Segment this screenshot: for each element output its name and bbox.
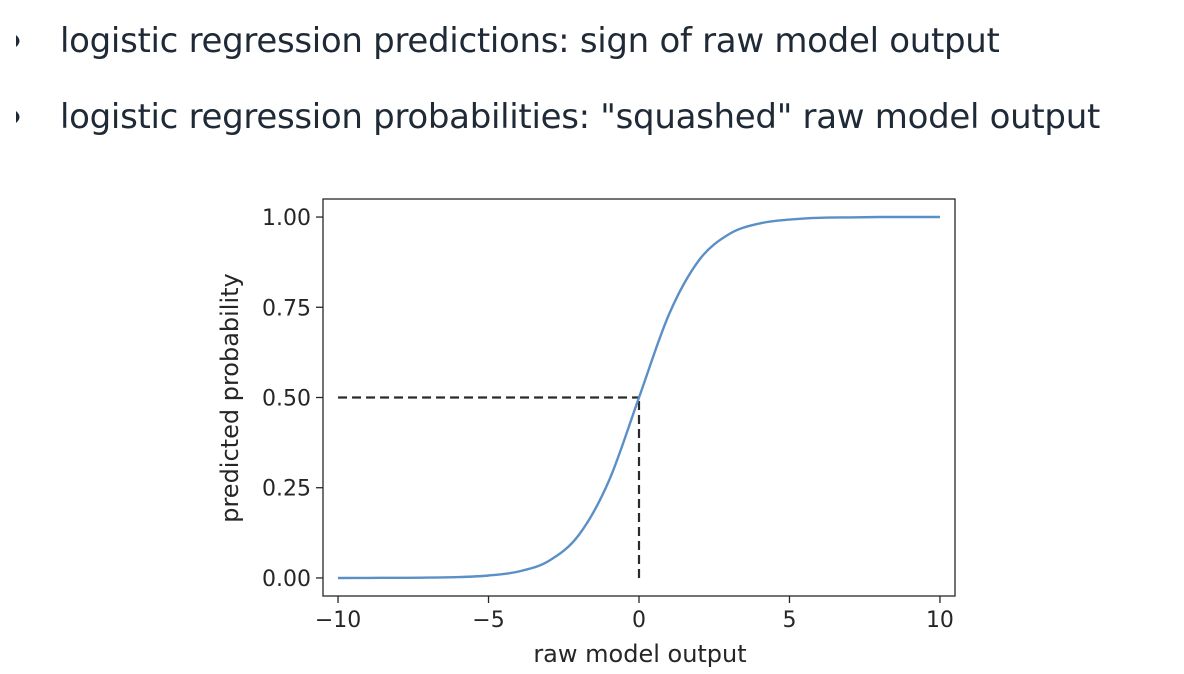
y-tick-label: 0.75 [262, 296, 311, 321]
y-tick-label: 0.50 [262, 387, 311, 412]
bullet-text: logistic regression predictions: sign of… [60, 21, 1000, 61]
x-axis-label: raw model output [533, 640, 746, 668]
x-tick-label: 5 [782, 608, 796, 633]
plot-area: −10 −5 0 5 10 0.00 0.25 0.50 0.75 1.00 [262, 198, 956, 633]
y-tick-label: 1.00 [262, 206, 311, 231]
bullet-text: logistic regression probabilities: "squa… [60, 97, 1100, 137]
y-axis-label: predicted probability [216, 273, 244, 523]
sigmoid-curve [337, 215, 940, 580]
x-tick-label: 10 [926, 608, 954, 633]
x-tick-label: 0 [632, 608, 646, 633]
y-tick-label: 0.25 [262, 477, 311, 502]
x-tick-label: −5 [472, 608, 504, 633]
bullet-icon [16, 35, 20, 47]
bullet-icon [16, 111, 20, 123]
y-tick-label: 0.00 [262, 567, 311, 592]
x-tick-label: −10 [315, 608, 361, 633]
